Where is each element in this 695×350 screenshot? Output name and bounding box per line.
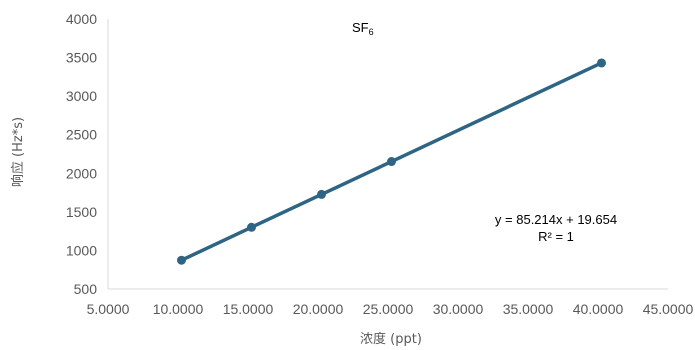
x-tick-label: 25.0000	[363, 301, 414, 317]
y-tick-label: 2500	[66, 127, 97, 143]
y-tick-label: 2000	[66, 165, 97, 181]
y-axis-title: 响应 (Hz*s)	[10, 117, 26, 187]
y-tick-label: 1000	[66, 242, 97, 258]
y-tick-label: 1500	[66, 204, 97, 220]
y-tick-labels: 500 1000 1500 2000 2500 3000 3500 4000	[66, 11, 97, 297]
series-layer	[177, 58, 606, 265]
x-tick-label: 10.0000	[153, 301, 204, 317]
chart-title-main: SF	[352, 20, 369, 35]
x-tick-label: 45.0000	[643, 301, 694, 317]
data-point	[247, 222, 256, 232]
y-tick-label: 3000	[66, 88, 97, 104]
data-point	[387, 157, 396, 167]
x-axis-title: 浓度 (ppt)	[360, 331, 422, 347]
data-point	[177, 255, 186, 265]
chart-title-subscript: 6	[369, 27, 374, 37]
y-tick-label: 500	[74, 281, 98, 297]
y-tick-label: 3500	[66, 50, 97, 66]
x-tick-label: 35.0000	[503, 301, 554, 317]
axes	[107, 19, 668, 290]
data-point	[597, 58, 606, 68]
x-tick-label: 5.0000	[87, 301, 130, 317]
x-tick-label: 30.0000	[433, 301, 484, 317]
x-tick-label: 40.0000	[573, 301, 624, 317]
x-tick-label: 15.0000	[223, 301, 274, 317]
y-tick-label: 4000	[66, 11, 97, 27]
x-tick-label: 20.0000	[293, 301, 344, 317]
trendline-r-squared: R² = 1	[538, 229, 574, 244]
data-point	[317, 189, 326, 199]
chart-title: SF6	[352, 20, 374, 37]
trendline-equation: y = 85.214x + 19.654	[495, 212, 617, 227]
x-tick-labels: 5.0000 10.0000 15.0000 20.0000 25.0000 30.000…	[87, 301, 694, 317]
